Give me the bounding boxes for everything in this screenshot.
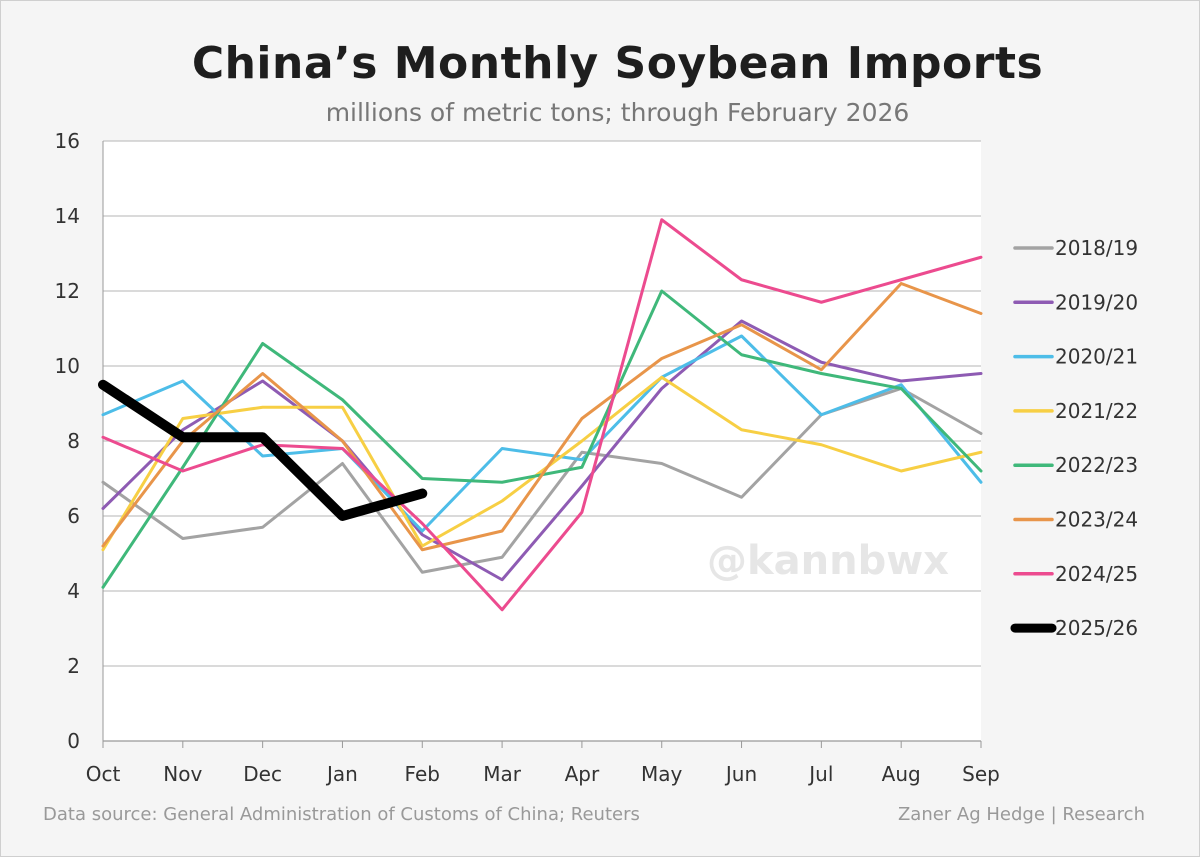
x-tick-label: Aug xyxy=(882,762,921,786)
y-tick-label: 2 xyxy=(67,654,80,678)
x-tick-label: Nov xyxy=(163,762,202,786)
x-tick-label: Sep xyxy=(962,762,1000,786)
x-tick-label: May xyxy=(641,762,683,786)
chart-subtitle: millions of metric tons; through Februar… xyxy=(325,98,910,127)
y-tick-label: 12 xyxy=(55,279,80,303)
y-tick-label: 16 xyxy=(55,129,80,153)
series-line-2020-21 xyxy=(101,334,983,533)
legend-label: 2020/21 xyxy=(1055,345,1138,369)
x-tick-label: Jun xyxy=(724,762,757,786)
series-line-2024-25 xyxy=(101,218,983,612)
credit: Zaner Ag Hedge | Research xyxy=(897,804,1145,825)
legend-label: 2025/26 xyxy=(1055,616,1138,640)
legend-label: 2023/24 xyxy=(1055,508,1138,532)
x-tick-label: Mar xyxy=(483,762,522,786)
x-tick-label: Apr xyxy=(565,762,600,786)
x-tick-label: Jan xyxy=(325,762,358,786)
y-tick-label: 14 xyxy=(55,204,80,228)
legend-label: 2019/20 xyxy=(1055,290,1138,314)
y-tick-label: 10 xyxy=(55,354,80,378)
x-tick-label: Oct xyxy=(86,762,121,786)
y-tick-label: 0 xyxy=(67,729,80,753)
series-line-2021-22 xyxy=(101,375,983,552)
data-source: Data source: General Administration of C… xyxy=(43,804,640,825)
x-tick-label: Jul xyxy=(807,762,833,786)
legend-label: 2024/25 xyxy=(1055,562,1138,586)
x-tick-label: Dec xyxy=(243,762,282,786)
legend-label: 2022/23 xyxy=(1055,453,1138,477)
x-tick-label: Feb xyxy=(405,762,440,786)
y-tick-label: 8 xyxy=(67,429,80,453)
watermark: @kannbwx xyxy=(707,538,949,584)
legend-label: 2021/22 xyxy=(1055,399,1138,423)
legend-label: 2018/19 xyxy=(1055,236,1138,260)
series-line-2023-24 xyxy=(101,282,983,552)
chart-title: China’s Monthly Soybean Imports xyxy=(191,38,1044,89)
y-tick-label: 6 xyxy=(67,504,80,528)
series-line-2019-20 xyxy=(101,319,983,582)
series-line-2025-26 xyxy=(98,379,428,521)
y-tick-label: 4 xyxy=(67,579,80,603)
